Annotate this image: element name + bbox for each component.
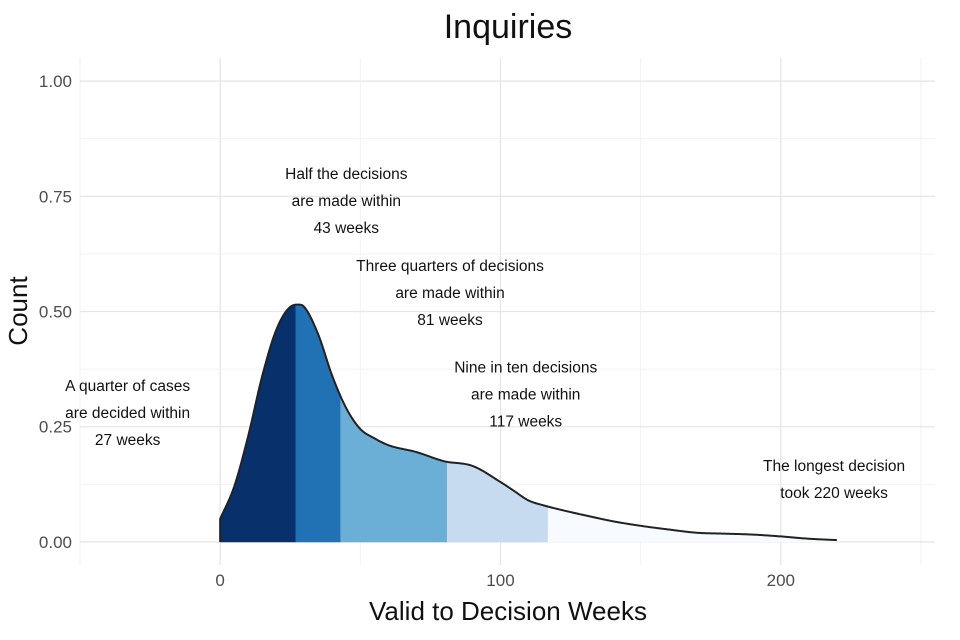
annotation-quarter: A quarter of cases are decided within 27 w… — [65, 378, 190, 449]
y-tick-label: 1.00 — [39, 72, 72, 91]
annotation-line: Three quarters of decisions — [356, 258, 544, 275]
annotation-line: 27 weeks — [95, 432, 161, 449]
annotation-longest: The longest decision took 220 weeks — [763, 458, 905, 502]
annotation-line: took 220 weeks — [780, 485, 888, 502]
density-band-1 — [219, 304, 297, 543]
annotation-line: A quarter of cases — [65, 378, 190, 395]
y-tick-label: 0.50 — [39, 303, 72, 322]
x-tick-label: 200 — [767, 571, 795, 590]
y-axis-title: Count — [3, 276, 33, 346]
annotation-line: are decided within — [65, 405, 190, 422]
density-band-2 — [295, 304, 341, 543]
density-outline-group — [219, 303, 837, 542]
annotation-line: are made within — [471, 386, 580, 403]
x-axis-title: Valid to Decision Weeks — [369, 596, 647, 626]
x-tick-label: 0 — [215, 571, 224, 590]
y-tick-label: 0.75 — [39, 187, 72, 206]
annotation-line: 117 weeks — [489, 413, 562, 430]
annotation-line: are made within — [292, 193, 401, 210]
annotation-line: The longest decision — [763, 458, 905, 475]
y-tick-label: 0.00 — [39, 533, 72, 552]
annotation-three-quarters: Three quarters of decisions are made with… — [356, 258, 544, 329]
annotation-half: Half the decisions are made within 43 week… — [285, 166, 408, 237]
x-axis-ticks: 0 100 200 — [215, 571, 795, 590]
annotations: A quarter of cases are decided within 27 w… — [65, 166, 905, 502]
chart-title: Inquiries — [444, 8, 573, 46]
grid — [79, 58, 935, 565]
annotation-nine-in-ten: Nine in ten decisions are made within 117 … — [454, 359, 597, 430]
density-bands — [219, 304, 838, 543]
x-tick-label: 100 — [486, 571, 514, 590]
y-axis-ticks: 0.00 0.25 0.50 0.75 1.00 — [39, 72, 72, 552]
annotation-line: Half the decisions — [285, 166, 408, 183]
annotation-line: are made within — [395, 285, 504, 302]
annotation-line: Nine in ten decisions — [454, 359, 597, 376]
y-tick-label: 0.25 — [39, 418, 72, 437]
density-band-3 — [340, 396, 448, 543]
annotation-line: 43 weeks — [314, 220, 380, 237]
density-outline — [219, 303, 837, 542]
annotation-line: 81 weeks — [417, 312, 483, 329]
